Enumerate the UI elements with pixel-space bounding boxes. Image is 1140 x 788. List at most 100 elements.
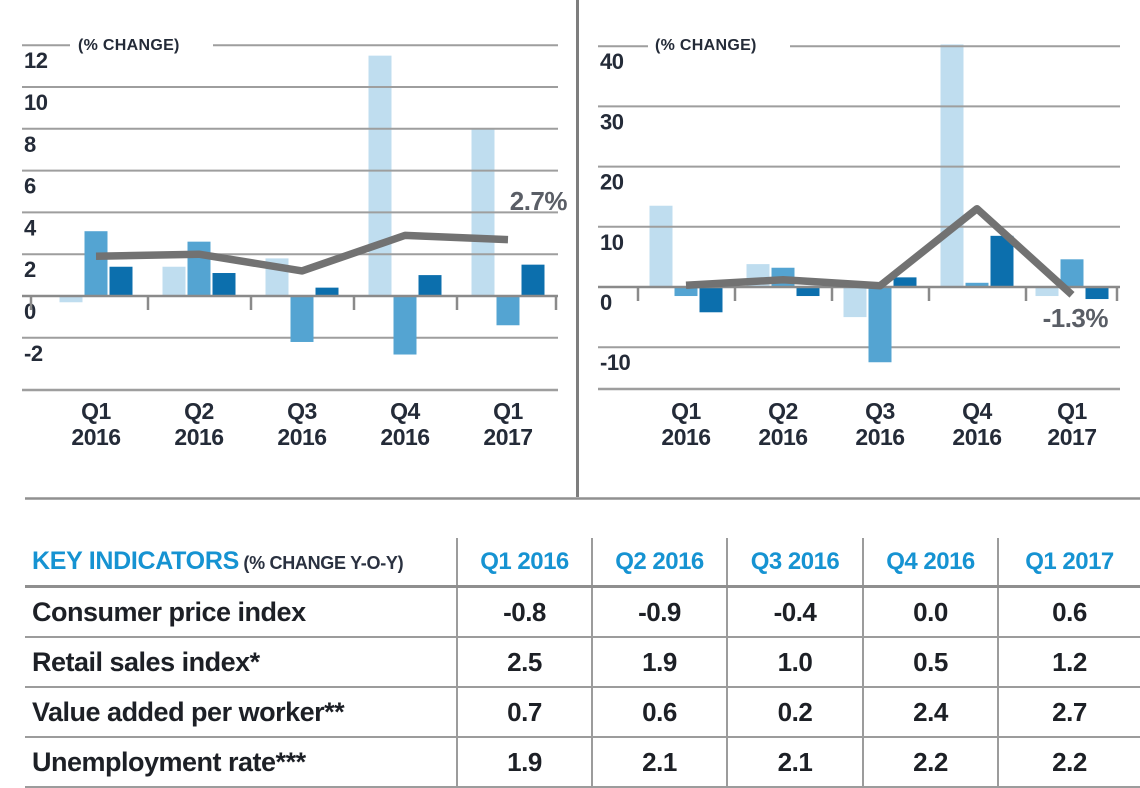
- table-cell: 2.1: [727, 737, 864, 788]
- column-header: Q1 2016: [457, 538, 593, 588]
- table-cell: 0.7: [457, 687, 593, 738]
- medium-blue-bars: [674, 287, 698, 297]
- dark-blue-bars: [990, 235, 1014, 287]
- x-axis-category-label: Q1: [81, 398, 111, 424]
- y-axis-tick-label: 12: [24, 48, 48, 73]
- x-axis-category-label: 2016: [661, 424, 710, 450]
- light-blue-bars: [1035, 287, 1059, 297]
- table-title-cell: KEY INDICATORS (% CHANGE Y-O-Y): [25, 538, 458, 588]
- table-cell: 0.2: [727, 687, 864, 738]
- light-blue-bars: [843, 287, 867, 318]
- dark-blue-bars: [796, 287, 820, 297]
- medium-blue-bars: [965, 282, 989, 287]
- x-axis-category-label: Q1: [671, 398, 701, 424]
- dark-blue-bars: [315, 287, 339, 296]
- y-axis-tick-label: -2: [24, 341, 43, 366]
- medium-blue-bars: [290, 296, 314, 342]
- x-axis-category-label: 2016: [380, 424, 429, 450]
- column-header: Q3 2016: [727, 538, 864, 588]
- table-row: Value added per worker** 0.7 0.6 0.2 2.4 2.7: [25, 687, 1140, 738]
- table-title: KEY INDICATORS: [32, 547, 239, 575]
- column-header: Q4 2016: [863, 538, 999, 588]
- y-axis-tick-label: 0: [600, 290, 612, 315]
- table-cell: 1.0: [727, 637, 864, 688]
- y-axis-tick-label: 10: [600, 230, 624, 255]
- medium-blue-bars: [393, 296, 417, 355]
- indicators-table: KEY INDICATORS (% CHANGE Y-O-Y) Q1 2016 Q…: [25, 538, 1140, 788]
- table-cell: 2.2: [863, 737, 999, 788]
- column-header: Q1 2017: [998, 538, 1140, 588]
- light-blue-bars: [368, 55, 392, 297]
- x-axis-category-label: 2016: [952, 424, 1001, 450]
- x-axis-category-label: Q2: [184, 398, 214, 424]
- medium-blue-bars: [1060, 259, 1084, 287]
- light-blue-bars: [649, 205, 673, 287]
- x-axis-category-label: 2016: [758, 424, 807, 450]
- dark-blue-bars: [893, 277, 917, 287]
- dark-blue-bars: [1085, 287, 1109, 300]
- row-label: Retail sales index*: [25, 637, 458, 688]
- x-axis-category-label: Q4: [962, 398, 992, 424]
- x-axis-category-label: 2017: [483, 424, 532, 450]
- medium-blue-bars: [496, 296, 520, 326]
- y-axis-tick-label: 2: [24, 257, 36, 282]
- table-cell: 1.9: [457, 737, 593, 788]
- light-blue-bars: [59, 296, 83, 303]
- dark-blue-bars: [699, 287, 723, 313]
- table-cell: 0.6: [592, 687, 728, 738]
- y-axis-tick-label: 4: [24, 215, 37, 240]
- x-axis-category-label: Q2: [768, 398, 798, 424]
- dark-blue-bars: [109, 266, 133, 296]
- dark-blue-bars: [418, 275, 442, 296]
- table-cell: -0.8: [457, 586, 593, 638]
- gray-trend-line: [95, 231, 509, 275]
- chart-title: (% CHANGE): [78, 37, 180, 54]
- line-value-annotation: 2.7%: [510, 186, 568, 216]
- table-cell: 0.0: [863, 586, 999, 638]
- x-axis-category-label: Q4: [390, 398, 420, 424]
- table-cell: 1.9: [592, 637, 728, 688]
- table-cell: 2.2: [998, 737, 1140, 788]
- x-axis-category-label: Q1: [493, 398, 523, 424]
- table-row: Retail sales index* 2.5 1.9 1.0 0.5 1.2: [25, 637, 1140, 688]
- table-cell: 2.4: [863, 687, 999, 738]
- key-indicators-table: KEY INDICATORS (% CHANGE Y-O-Y) Q1 2016 Q…: [25, 538, 1140, 788]
- y-axis-tick-label: 40: [600, 49, 624, 74]
- gray-trend-line: [685, 204, 1075, 298]
- infographic-page: { "palette": { "light_blue": "#BFDDEF", …: [22, 0, 1140, 788]
- y-axis-tick-label: 20: [600, 170, 624, 195]
- table-cell: 2.1: [592, 737, 728, 788]
- x-axis-category-label: 2016: [71, 424, 120, 450]
- table-cell: 2.7: [998, 687, 1140, 738]
- table-subtitle: (% CHANGE Y-O-Y): [243, 553, 404, 573]
- medium-blue-bars: [187, 241, 211, 296]
- y-axis-tick-label: -10: [600, 350, 631, 375]
- column-header: Q2 2016: [592, 538, 728, 588]
- medium-blue-bars: [868, 287, 892, 363]
- table-cell: -0.4: [727, 586, 864, 638]
- table-header-row: KEY INDICATORS (% CHANGE Y-O-Y) Q1 2016 Q…: [25, 538, 1140, 588]
- table-cell: -0.9: [592, 586, 728, 638]
- table-cell: 1.2: [998, 637, 1140, 688]
- medium-blue-bars: [84, 231, 108, 296]
- row-label: Unemployment rate***: [25, 737, 458, 788]
- x-axis-category-label: Q3: [865, 398, 895, 424]
- y-axis-tick-label: 0: [24, 299, 36, 324]
- y-axis-tick-label: 30: [600, 109, 624, 134]
- dark-blue-bars: [212, 273, 236, 296]
- y-axis-tick-label: 10: [24, 90, 48, 115]
- chart-divider-line: [576, 0, 579, 497]
- row-label: Consumer price index: [25, 586, 458, 638]
- table-cell: 2.5: [457, 637, 593, 688]
- x-axis-category-label: 2017: [1047, 424, 1096, 450]
- y-axis-tick-label: 6: [24, 174, 36, 199]
- line-value-annotation: -1.3%: [1043, 303, 1109, 333]
- x-axis-category-label: Q1: [1057, 398, 1087, 424]
- light-blue-bars: [162, 266, 186, 296]
- y-axis-tick-label: 8: [24, 132, 36, 157]
- dark-blue-bars: [521, 264, 545, 296]
- x-axis-category-label: 2016: [277, 424, 326, 450]
- row-label: Value added per worker**: [25, 687, 458, 738]
- table-cell: 0.5: [863, 637, 999, 688]
